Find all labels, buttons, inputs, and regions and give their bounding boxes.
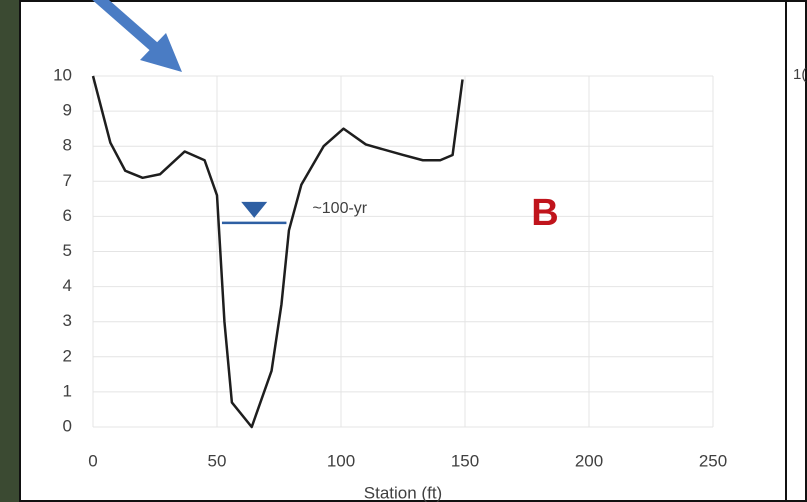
y-tick-label: 8 [63, 136, 72, 155]
x-tick-label: 100 [327, 451, 355, 470]
y-tick-label: 10 [53, 65, 72, 84]
y-tick-label: 3 [63, 311, 72, 330]
arrow-head [140, 33, 182, 72]
y-tick-label: 0 [63, 416, 72, 435]
x-tick-label: 200 [575, 451, 603, 470]
water-label: ~100-yr [312, 200, 367, 217]
section-line [91, 75, 464, 429]
x-tick-label: 150 [451, 451, 479, 470]
y-tick-label: 6 [63, 206, 72, 225]
water-marker [241, 201, 268, 218]
next-panel [785, 0, 807, 502]
y-tick-label: 2 [63, 346, 72, 365]
arrow [92, 0, 182, 72]
y-tick-label: 9 [63, 101, 72, 120]
cropped-text: 1( [793, 66, 806, 83]
x-tick-label: 50 [208, 451, 227, 470]
arrow-shaft [92, 0, 164, 57]
y-tick-label: 5 [63, 241, 72, 260]
x-tick-label: 0 [88, 451, 97, 470]
photo-strip [0, 0, 20, 502]
panel-label: B [531, 192, 558, 234]
x-tick-label: 250 [699, 451, 727, 470]
x-axis-title: Station (ft) [364, 483, 442, 502]
y-tick-label: 4 [63, 276, 72, 295]
y-tick-label: 7 [63, 171, 72, 190]
y-tick-label: 1 [63, 381, 72, 400]
